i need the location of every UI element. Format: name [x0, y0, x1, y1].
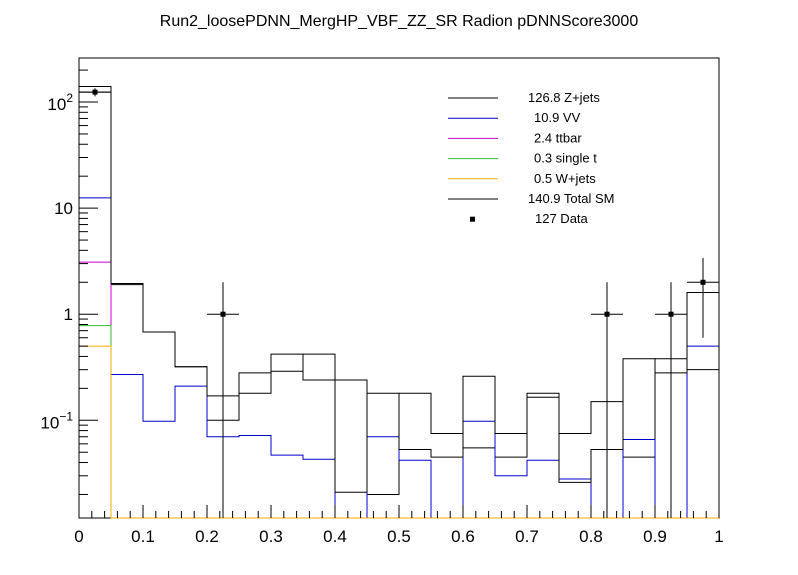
data-point-0 [92, 89, 98, 95]
x-tick-label: 0.1 [131, 527, 155, 546]
data-points [79, 88, 719, 518]
legend-label-w-jets: 0.5 W+jets [534, 171, 596, 186]
x-tick-label: 0.5 [387, 527, 411, 546]
y-tick-label: 102 [47, 91, 73, 114]
x-tick-label: 0.4 [323, 527, 347, 546]
legend-label-total-sm: 140.9 Total SM [528, 191, 614, 206]
data-point-2 [604, 311, 610, 317]
y-tick-label: 10−1 [40, 409, 73, 432]
x-tick-label: 0.6 [451, 527, 475, 546]
legend-swatch-data [470, 216, 475, 222]
x-tick-label: 0.8 [579, 527, 603, 546]
data-point-4 [700, 279, 706, 285]
y-tick-label: 10 [54, 199, 73, 218]
x-tick-label: 0.2 [195, 527, 219, 546]
legend-label-vv: 10.9 VV [534, 110, 581, 125]
data-point-1 [220, 311, 226, 317]
y-tick-label: 1 [64, 305, 73, 324]
legend-label-data: 127 Data [535, 211, 589, 226]
legend-label-single-t: 0.3 single t [534, 151, 597, 166]
legend-label-z-jets: 126.8 Z+jets [528, 90, 600, 105]
legend-label-ttbar: 2.4 ttbar [534, 130, 582, 145]
x-tick-label: 1 [714, 527, 723, 546]
x-tick-label: 0.7 [515, 527, 539, 546]
legend: 126.8 Z+jets 10.9 VV 2.4 ttbar 0.3 singl… [448, 90, 614, 226]
x-tick-label: 0 [74, 527, 83, 546]
chart-title: Run2_loosePDNN_MergHP_VBF_ZZ_SR Radion p… [160, 13, 639, 30]
histogram-w-jets [78, 345, 719, 519]
histogram-lines [78, 86, 720, 519]
x-tick-label: 0.3 [259, 527, 283, 546]
histogram-total-sm [78, 86, 720, 518]
axes: 0 0.1 0.2 0.3 0.4 0.5 0.6 0.7 0.8 0.9 1 10−1 1 10 102 [40, 69, 724, 546]
data-point-3 [668, 311, 674, 317]
x-tick-label: 0.9 [643, 527, 667, 546]
